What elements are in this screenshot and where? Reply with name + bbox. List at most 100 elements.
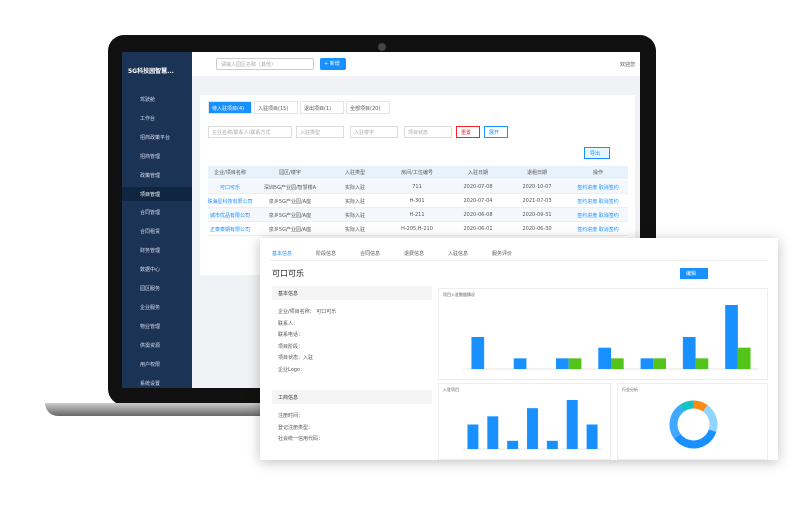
tab[interactable]: 退出项目(1) [300,101,344,114]
table-cell: 深圳5G产业园/智慧楼A [263,185,317,191]
chart-card: 项目入驻数据情况 [438,288,768,380]
detail-tab[interactable]: 入驻信息 [448,251,469,257]
menu-item[interactable]: 企业服务 [140,304,161,311]
table-cell: H-211 [409,212,425,218]
table-cell: 2020-06-30 [522,226,552,232]
reset-button[interactable]: 重置 [456,126,480,138]
detail-tab[interactable]: 服务评价 [492,251,513,257]
detail-tab[interactable]: 退费信息 [404,251,425,257]
table-cell: 711 [412,184,422,190]
table-cell: 2020-06-01 [463,226,493,232]
expand-button[interactable]: 展开 [484,126,508,138]
tab[interactable]: 待入驻项目(4) [208,101,252,114]
chart [669,400,718,449]
camera [378,43,386,51]
table-header-cell: 入驻日期 [467,170,488,176]
filter-input[interactable]: 入驻类型 [296,126,344,138]
table-cell[interactable]: 签约进度 取消签约 [577,199,619,205]
filter-input[interactable]: 入驻楼宇 [350,126,398,138]
table-cell: 2020-10-07 [522,184,552,190]
bar [725,305,738,369]
donut-segment [669,405,685,439]
bar [527,408,538,449]
table-cell: 泉乡5G产业园/A座 [268,213,312,219]
table-header-cell: 入驻类型 [344,170,365,176]
table-row [208,208,628,222]
sidebar: 5G科技园智慧... 驾驶舱工作台招商政策平台 招商管理政策管理项目管理合同管理合同… [122,52,192,388]
bar [695,358,709,369]
bar [556,358,569,369]
table-cell: 珠海星科技有限公司 [207,199,253,205]
table-cell: 2020-07-08 [463,184,493,190]
detail-title: 可口可乐 [272,269,304,278]
tab[interactable]: 入驻项目(15) [254,101,298,114]
donut-segment [702,405,718,432]
table-cell: 实际入驻 [344,185,365,191]
detail-tab[interactable]: 阶段信息 [316,251,337,257]
menu-item[interactable]: 系统设置 [140,380,161,387]
table-header-cell: 园区/楼宇 [279,170,301,176]
bar [467,424,479,449]
chart-title: 入驻项目 [443,387,459,392]
table-cell: 2021-07-03 [522,198,552,204]
search-input[interactable]: 请输入园区名称（其他） [216,58,314,70]
table-cell: 2020-06-08 [463,212,493,218]
donut-segment [679,400,694,412]
chart-title: 项目入驻数据情况 [443,292,475,297]
field: 联系人： [278,320,299,327]
section-heading: 基本信息 [272,286,432,300]
table-cell: 实际入驻 [344,227,365,233]
filter-input[interactable]: 项目状态 [404,126,452,138]
chart-card: 入驻项目 [438,383,611,460]
table-cell[interactable]: 签约进度 取消签约 [577,185,619,191]
bar [611,358,624,369]
menu-item[interactable]: 驾驶舱 [140,97,156,103]
menu-item[interactable]: 用户权限 [140,361,161,368]
table-cell[interactable]: 签约进度 取消签约 [577,213,619,219]
table-header-cell: 房间/工位编号 [401,170,433,176]
edit-button[interactable]: 编辑 [680,268,708,279]
menu-item[interactable]: 招商政策平台 [140,134,171,141]
menu-item[interactable]: 财务管理 [140,248,161,255]
menu-item[interactable]: 园区服务 [140,286,161,292]
filter-input[interactable]: 企业名称/联系人/联系方式 [208,126,292,138]
bar [568,358,582,369]
menu-item[interactable]: 数据中心 [140,267,161,274]
bar [487,416,499,449]
export-button[interactable]: 导出 [584,147,610,159]
bar [566,400,578,449]
menu-item[interactable]: 招商管理 [140,153,161,160]
add-button[interactable]: + 新增 [320,58,346,70]
menu-item[interactable]: 供需资源 [140,342,161,349]
topbar: 请输入园区名称（其他） + 新增 欢迎您 [192,52,640,76]
menu-item[interactable]: 项目管理 [122,186,192,201]
bar [586,424,598,449]
menu-item[interactable]: 工作台 [140,115,156,122]
bar [598,347,611,369]
menu-item[interactable]: 合同管理 [140,210,161,217]
menu-item[interactable]: 合同租赁 [140,229,161,236]
field: 项目阶段： [278,343,304,350]
detail-tab[interactable]: 合同信息 [360,251,381,257]
table-cell: H-301 [409,198,425,204]
chart [463,400,602,450]
table-cell: 城市优品有限公司 [209,213,250,219]
table-row [208,180,628,194]
donut-segment [674,429,717,449]
table-cell: 泉乡5G产业园/A座 [268,199,312,205]
menu-item[interactable]: 物业管理 [140,323,161,330]
table-cell: 正泰泰期有限公司 [209,227,250,233]
bar [471,337,485,369]
table-cell: 2020-09-31 [522,212,552,218]
tab[interactable]: 全部项目(20) [346,101,390,114]
table-header-cell: 退租日期 [526,170,547,176]
table-cell: 2020-07-04 [463,198,493,204]
logo: 5G科技园智慧... [128,68,174,75]
field: 注册时间： [278,413,304,419]
table-cell[interactable]: 签约进度 取消签约 [577,227,619,233]
menu-item[interactable]: 政策管理 [140,172,161,179]
bar [507,440,519,449]
table-row [208,222,628,236]
table-row [208,194,628,208]
